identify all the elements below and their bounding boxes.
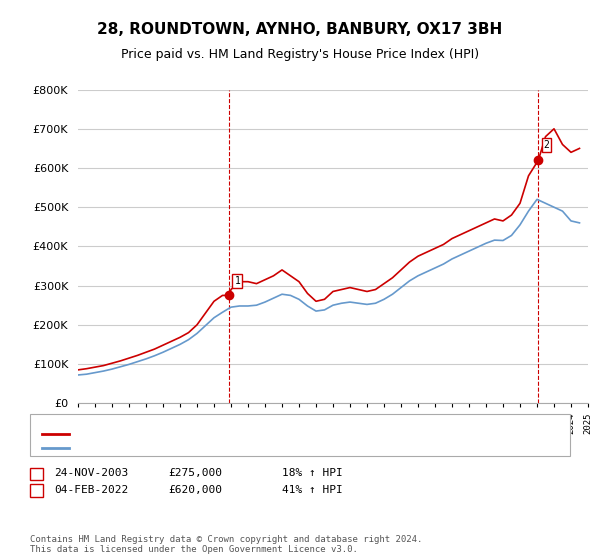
Text: 1: 1 [235,276,240,286]
Text: £620,000: £620,000 [168,485,222,495]
Text: 04-FEB-2022: 04-FEB-2022 [54,485,128,495]
Text: Price paid vs. HM Land Registry's House Price Index (HPI): Price paid vs. HM Land Registry's House … [121,48,479,60]
Text: £275,000: £275,000 [168,468,222,478]
Text: 28, ROUNDTOWN, AYNHO, BANBURY, OX17 3BH: 28, ROUNDTOWN, AYNHO, BANBURY, OX17 3BH [97,22,503,38]
Text: 2: 2 [544,141,550,151]
Text: 28, ROUNDTOWN, AYNHO, BANBURY, OX17 3BH (detached house): 28, ROUNDTOWN, AYNHO, BANBURY, OX17 3BH … [72,429,422,439]
Text: Contains HM Land Registry data © Crown copyright and database right 2024.
This d: Contains HM Land Registry data © Crown c… [30,535,422,554]
Text: 18% ↑ HPI: 18% ↑ HPI [282,468,343,478]
Text: HPI: Average price, detached house, West Northamptonshire: HPI: Average price, detached house, West… [72,443,428,453]
Text: 1: 1 [33,468,40,478]
Text: 41% ↑ HPI: 41% ↑ HPI [282,485,343,495]
Text: 2: 2 [33,485,40,495]
Text: 24-NOV-2003: 24-NOV-2003 [54,468,128,478]
